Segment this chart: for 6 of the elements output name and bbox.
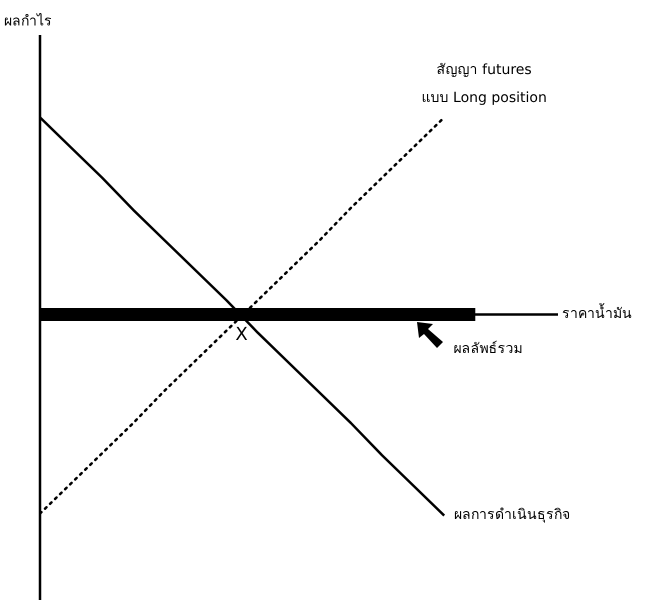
text: ผลกำไร [4,12,52,30]
annotation: X [235,324,248,346]
series-label: ผลลัพธ์รวม [453,340,522,358]
series-label: สัญญา futures แบบ Long position [422,62,547,106]
text: ราคาน้ำมัน [562,303,632,322]
series-label: ผลการดำเนินธุรกิจ [454,507,570,524]
